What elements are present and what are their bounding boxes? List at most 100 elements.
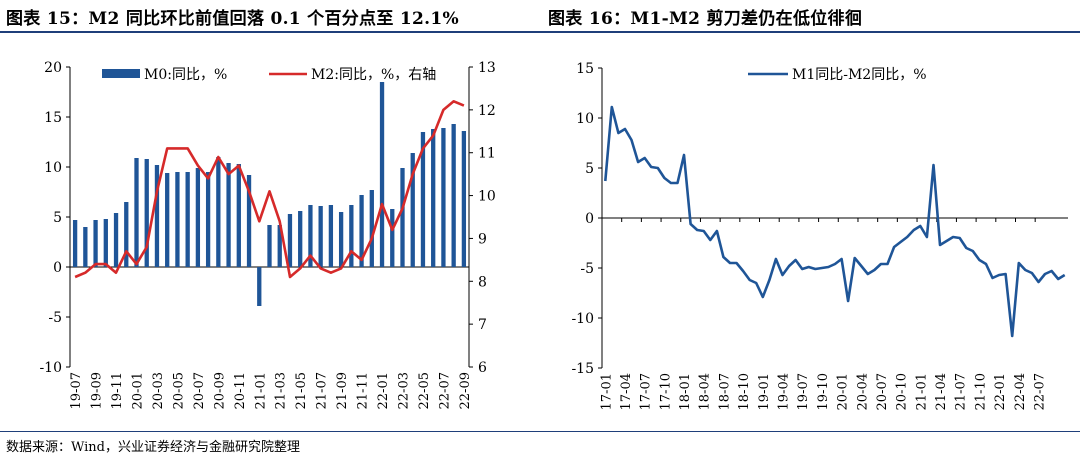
- title-bar: 图表 15：M2 同比环比前值回落 0.1 个百分点至 12.1% 图表 16：…: [0, 0, 1080, 34]
- x-tick-label: 20-05: [171, 372, 186, 409]
- m0-bar: [400, 168, 405, 267]
- right-y-tick-label: 12: [478, 103, 496, 119]
- x-tick-label: 21-05: [294, 372, 309, 409]
- m0-bar: [236, 164, 241, 267]
- left-y-tick-label: 15: [44, 110, 62, 126]
- right-y-tick-label: 7: [478, 317, 487, 333]
- x-tick-label: 20-09: [212, 372, 227, 409]
- x-tick-label: 19-01: [757, 373, 772, 410]
- m0-bar: [267, 225, 272, 267]
- m0-bar: [287, 214, 293, 267]
- m0-bar: [134, 158, 139, 267]
- m0-bar: [103, 219, 108, 267]
- x-tick-label: 21-03: [274, 372, 289, 409]
- bottom-divider: [0, 431, 1080, 432]
- m0-bar: [441, 128, 446, 267]
- left-y-tick-label: -10: [39, 360, 62, 376]
- x-tick-label: 20-07: [875, 373, 890, 410]
- left-y-tick-label: 10: [44, 160, 62, 176]
- x-tick-label: 21-07: [315, 372, 330, 409]
- figure-16-title: 图表 16：M1-M2 剪刀差仍在低位徘徊: [548, 9, 863, 29]
- left-y-tick-label: -5: [48, 310, 62, 326]
- m0-bar: [124, 202, 129, 267]
- m0-bar: [246, 175, 252, 267]
- m0-bar: [390, 209, 395, 267]
- left-y-tick-label: 0: [53, 260, 62, 276]
- y-tick-label: 10: [576, 111, 594, 127]
- m0-bar: [175, 172, 180, 267]
- m0-bar: [277, 225, 282, 267]
- m0-bar: [318, 206, 323, 267]
- m0-bar: [431, 129, 436, 267]
- m0-bar: [195, 168, 201, 267]
- m0-bar: [144, 159, 149, 267]
- m1-m2-spread-line: [604, 105, 1066, 338]
- m0-bar: [328, 205, 334, 267]
- x-tick-label: 21-11: [356, 372, 371, 409]
- y-tick-label: -5: [580, 261, 594, 277]
- m0-bar: [185, 172, 190, 267]
- m0-bar: [369, 190, 374, 267]
- m0-bar: [338, 212, 344, 267]
- left-y-tick-label: 5: [53, 210, 62, 226]
- x-tick-label: 17-01: [599, 373, 614, 410]
- x-tick-label: 20-01: [131, 372, 146, 409]
- x-tick-label: 17-04: [619, 373, 634, 410]
- y-tick-label: 5: [585, 161, 594, 177]
- m0-bar: [359, 195, 364, 267]
- m1-m2-spread-chart: -15 -10 -5 0 5 10 15 17-01 17-04 17-07 17-10 18-01 1…: [571, 61, 1068, 410]
- m0-bar: [72, 220, 78, 267]
- x-tick-label: 17-10: [658, 373, 673, 410]
- m0-bar: [410, 153, 415, 267]
- x-tick-label: 20-07: [192, 372, 207, 409]
- m0-bar: [257, 267, 262, 306]
- source-note: 数据来源：Wind，兴业证券经济与金融研究院整理: [6, 440, 300, 455]
- x-tick-label: 21-04: [934, 373, 949, 410]
- right-y-tick-label: 13: [478, 60, 496, 76]
- m0-bar: [93, 220, 98, 267]
- x-tick-label: 22-07: [1032, 373, 1047, 410]
- m0-legend-swatch: [102, 69, 140, 78]
- x-tick-label: 22-03: [397, 372, 412, 409]
- m0-bar: [308, 205, 313, 267]
- x-tick-label: 20-04: [855, 373, 870, 410]
- x-tick-label: 21-10: [973, 373, 988, 410]
- x-tick-label: 19-07: [69, 372, 84, 409]
- m0-bar: [113, 213, 119, 267]
- x-tick-label: 22-01: [376, 372, 391, 409]
- y-tick-label: -10: [571, 311, 594, 327]
- m0-bar: [216, 157, 221, 267]
- x-tick-label: 18-01: [678, 373, 693, 410]
- m0-bar: [154, 165, 160, 267]
- x-tick-label: 22-04: [1013, 373, 1028, 410]
- x-tick-label: 22-07: [437, 372, 452, 409]
- right-y-tick-label: 11: [478, 146, 496, 162]
- right-y-tick-label: 6: [478, 360, 487, 376]
- x-tick-label: 21-01: [914, 373, 929, 410]
- m2-legend-label: M2:同比，%，右轴: [311, 67, 436, 83]
- m0-bar: [451, 124, 456, 267]
- x-tick-label: 17-07: [639, 373, 654, 410]
- right-y-tick-label: 10: [478, 189, 496, 205]
- x-tick-label: 18-07: [717, 373, 732, 410]
- m0-bar: [461, 131, 467, 267]
- m2-line: [74, 100, 465, 279]
- right-y-tick-label: 8: [478, 274, 487, 290]
- y-tick-label: 0: [585, 211, 594, 227]
- x-tick-label: 20-01: [836, 373, 851, 410]
- top-divider: [0, 31, 1080, 33]
- x-tick-label: 21-09: [335, 372, 350, 409]
- m0-bar: [165, 173, 170, 267]
- m0-bar: [379, 82, 385, 267]
- figure-15-title: 图表 15：M2 同比环比前值回落 0.1 个百分点至 12.1%: [6, 9, 459, 29]
- m0-bar: [205, 172, 211, 267]
- x-tick-label: 19-07: [796, 373, 811, 410]
- m0-bar: [298, 211, 303, 267]
- x-tick-label: 20-03: [151, 372, 166, 409]
- right-y-tick-label: 9: [478, 231, 487, 247]
- x-tick-label: 22-09: [458, 372, 473, 409]
- m0-bar: [420, 132, 426, 267]
- m0-m2-chart: -10 -5 0 5 10 15 20 6 7 8 9 10 11 12 13 19-07 19-09 19-11…: [39, 60, 496, 409]
- x-tick-label: 19-09: [90, 372, 105, 409]
- legend-label: M1同比-M2同比，%: [792, 67, 927, 83]
